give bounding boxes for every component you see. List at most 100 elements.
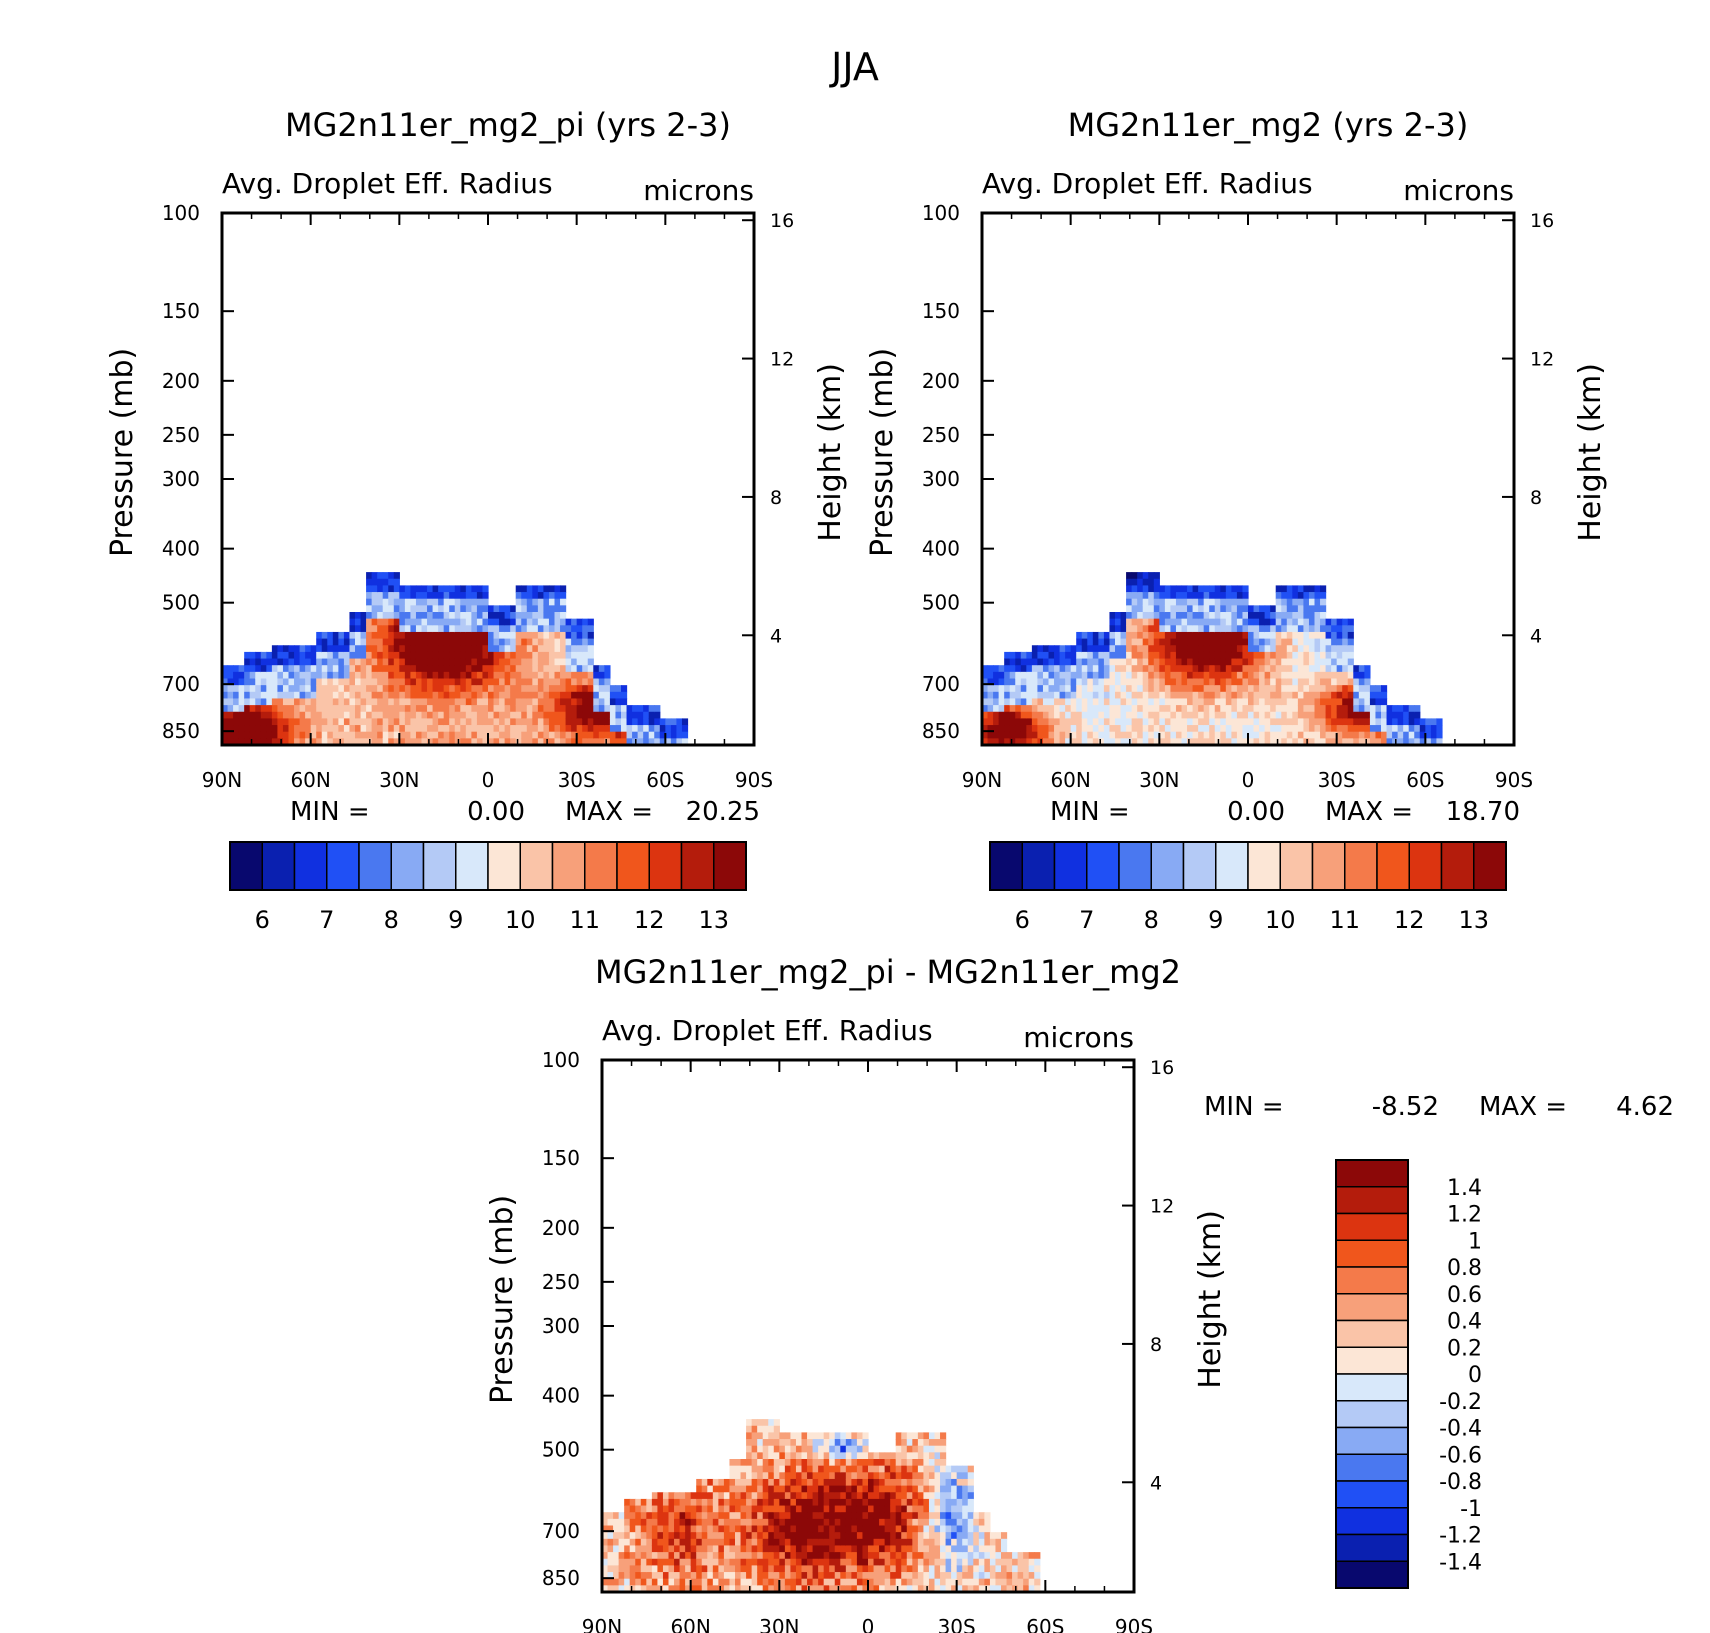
field-cell xyxy=(773,1492,780,1500)
field-cell xyxy=(746,1472,753,1480)
field-cell xyxy=(1004,698,1011,706)
field-cell xyxy=(1225,665,1232,673)
field-cell xyxy=(499,711,506,719)
field-cell xyxy=(735,1465,742,1473)
field-cell xyxy=(332,665,339,673)
field-cell xyxy=(762,1492,769,1500)
field-cell xyxy=(1192,718,1199,726)
field-cell xyxy=(1220,592,1227,600)
y-tick-label: 200 xyxy=(922,369,960,393)
field-cell xyxy=(1270,618,1277,626)
field-cell xyxy=(449,658,456,666)
field-cell xyxy=(1281,618,1288,626)
field-cell xyxy=(288,738,295,746)
field-cell xyxy=(1242,705,1249,713)
y-right-tick-label: 16 xyxy=(1530,210,1554,232)
field-cell xyxy=(493,705,500,713)
field-cell xyxy=(493,738,500,746)
field-cell xyxy=(928,1512,936,1520)
field-cell xyxy=(890,1512,897,1520)
field-cell xyxy=(1320,725,1327,733)
field-cell xyxy=(1270,625,1277,633)
field-cell xyxy=(377,671,384,680)
field-cell xyxy=(499,631,506,640)
field-cell xyxy=(1131,645,1138,653)
field-cell xyxy=(845,1492,852,1500)
field-cell xyxy=(294,651,301,660)
field-cell xyxy=(1364,738,1371,746)
field-cell xyxy=(940,1525,947,1533)
field-cell xyxy=(377,612,384,620)
field-cell xyxy=(982,738,989,746)
field-cell xyxy=(1275,638,1282,646)
field-cell xyxy=(1120,612,1127,620)
field-cell xyxy=(1087,711,1094,719)
field-cell xyxy=(823,1512,830,1520)
field-cell xyxy=(801,1465,808,1473)
field-cell xyxy=(582,651,589,660)
field-cell xyxy=(1192,698,1199,706)
field-cell xyxy=(1220,671,1227,680)
field-cell xyxy=(1159,725,1166,733)
field-cell xyxy=(1214,651,1221,660)
field-cell xyxy=(1048,665,1055,673)
field-cell xyxy=(1381,718,1388,726)
field-cell xyxy=(454,718,461,726)
field-cell xyxy=(1225,631,1232,640)
field-cell xyxy=(537,718,545,726)
field-cell xyxy=(1175,711,1183,719)
field-cell xyxy=(360,612,367,620)
field-cell xyxy=(382,678,389,686)
field-cell xyxy=(1336,678,1343,686)
field-cell xyxy=(773,1585,780,1593)
field-cell xyxy=(1336,625,1343,633)
field-cell xyxy=(404,645,412,653)
field-cell xyxy=(651,1545,659,1553)
field-cell xyxy=(862,1439,869,1447)
field-cell xyxy=(271,691,279,700)
field-cell xyxy=(723,1538,731,1547)
field-cell xyxy=(410,691,417,700)
field-cell xyxy=(1386,705,1393,713)
field-cell xyxy=(443,638,450,646)
field-cell xyxy=(249,711,256,719)
field-cell xyxy=(1275,585,1282,593)
field-cell xyxy=(571,665,578,673)
field-cell xyxy=(945,1572,952,1580)
field-cell xyxy=(526,671,533,680)
field-cell xyxy=(266,651,273,660)
field-cell xyxy=(288,678,295,686)
field-cell xyxy=(521,645,528,653)
field-cell xyxy=(917,1485,925,1493)
field-cell xyxy=(845,1452,852,1460)
field-cell xyxy=(454,585,461,593)
field-cell xyxy=(1031,738,1039,746)
field-cell xyxy=(1364,705,1371,713)
field-cell xyxy=(1131,698,1138,706)
field-cell xyxy=(249,725,256,733)
field-cell xyxy=(801,1565,808,1573)
field-cell xyxy=(399,671,406,680)
field-cell xyxy=(1070,731,1077,739)
field-cell xyxy=(537,638,545,646)
field-cell xyxy=(449,691,456,700)
field-cell xyxy=(928,1585,936,1593)
field-cell xyxy=(1028,1558,1035,1566)
field-cell xyxy=(784,1465,792,1473)
field-cell xyxy=(515,651,522,660)
field-cell xyxy=(1131,651,1138,660)
field-cell xyxy=(1331,731,1338,739)
field-cell xyxy=(460,658,467,666)
field-cell xyxy=(646,1498,653,1507)
field-cell xyxy=(1126,645,1133,653)
field-cell xyxy=(1087,645,1094,653)
field-cell xyxy=(712,1565,719,1573)
field-cell xyxy=(510,651,517,660)
field-cell xyxy=(1198,711,1205,719)
field-cell xyxy=(790,1565,797,1573)
field-cell xyxy=(1325,731,1332,739)
field-cell xyxy=(912,1472,919,1480)
field-cell xyxy=(1109,718,1116,726)
field-cell xyxy=(657,1525,664,1533)
field-cell xyxy=(432,738,439,746)
